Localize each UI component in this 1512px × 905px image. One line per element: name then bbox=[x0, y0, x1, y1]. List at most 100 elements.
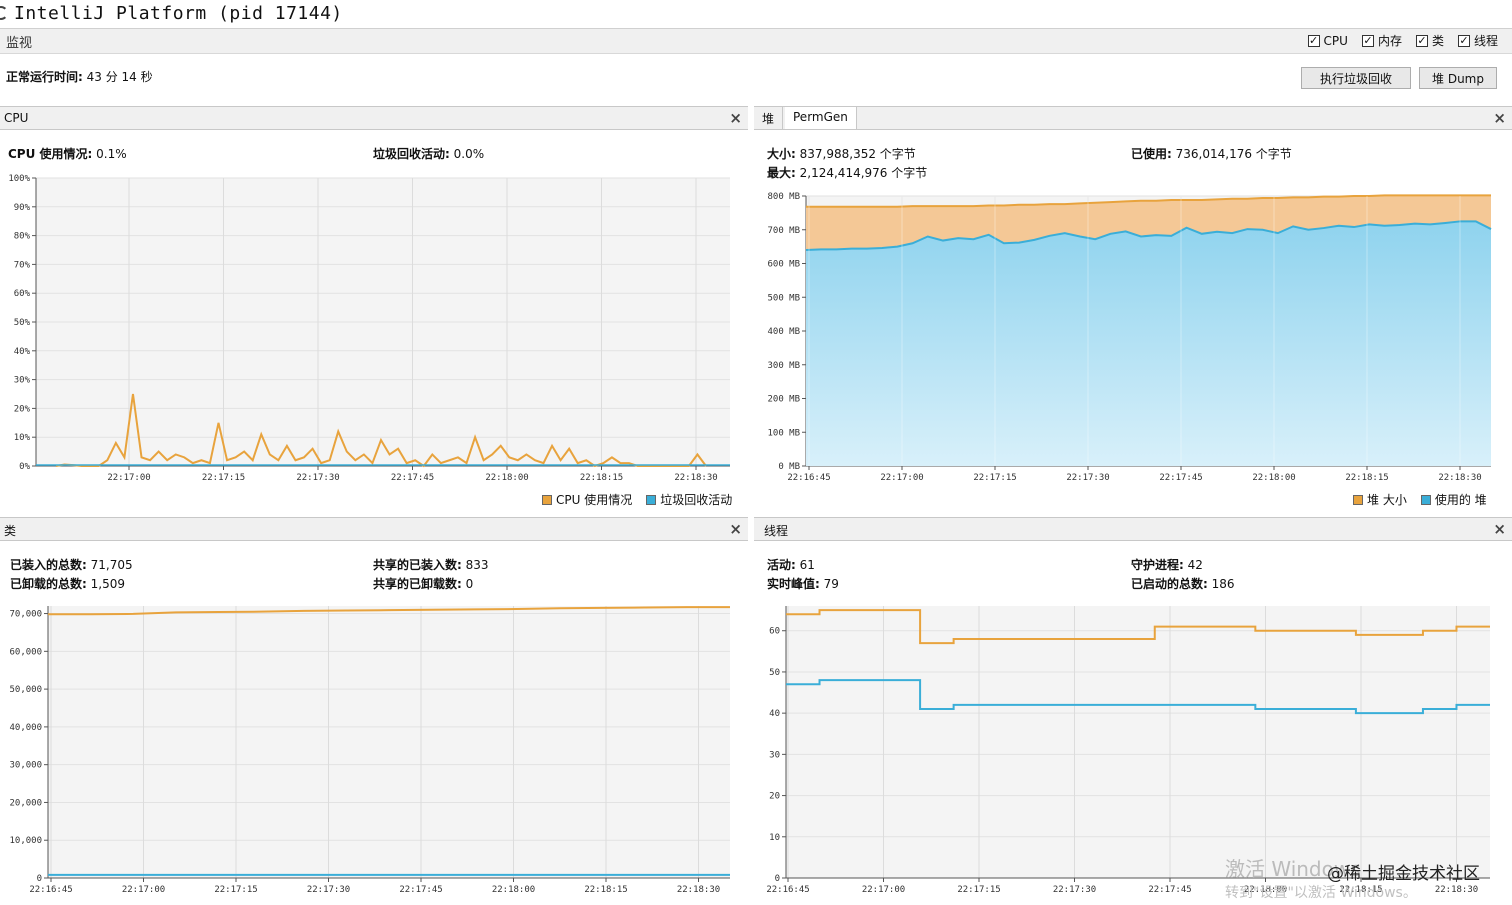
tab-permgen[interactable]: PermGen bbox=[785, 107, 857, 129]
y-tick-label: 60 bbox=[769, 627, 780, 637]
y-tick-label: 50,000 bbox=[9, 685, 42, 695]
x-tick-label: 22:17:00 bbox=[880, 473, 923, 483]
y-tick-label: 0% bbox=[19, 462, 30, 472]
started-threads-label: 已启动的总数: bbox=[1131, 577, 1208, 591]
close-icon[interactable]: × bbox=[1493, 109, 1506, 127]
heap-dump-button[interactable]: 堆 Dump bbox=[1419, 67, 1497, 89]
legend-label-used-heap: 使用的 堆 bbox=[1434, 493, 1487, 507]
legend-label-gc: 垃圾回收活动 bbox=[660, 493, 733, 507]
x-tick-label: 22:17:15 bbox=[973, 473, 1016, 483]
plot-area bbox=[786, 606, 1490, 878]
x-tick-label: 22:18:15 bbox=[584, 885, 627, 895]
y-tick-label: 700 MB bbox=[767, 226, 800, 236]
y-tick-label: 40,000 bbox=[9, 723, 42, 733]
cpu-panel-header: CPU × bbox=[0, 106, 748, 130]
peak-threads-value: 79 bbox=[823, 577, 839, 591]
x-tick-label: 22:17:45 bbox=[1148, 885, 1191, 895]
close-icon[interactable]: × bbox=[729, 520, 742, 538]
x-tick-label: 22:17:15 bbox=[202, 473, 245, 483]
perform-gc-button[interactable]: 执行垃圾回收 bbox=[1301, 67, 1411, 89]
x-tick-label: 22:18:30 bbox=[1435, 885, 1478, 895]
y-tick-label: 10% bbox=[14, 433, 31, 443]
series-line-peak-threads bbox=[786, 609, 1490, 645]
cpu-panel-title: CPU bbox=[4, 111, 29, 125]
checkbox-cpu[interactable]: ✓ CPU bbox=[1307, 32, 1348, 49]
heap-size-stat: 大小: 837,988,352 个字节 bbox=[767, 145, 916, 162]
shared-loaded-label: 共享的已装入数: bbox=[373, 558, 462, 572]
monitor-checkboxes: ✓ CPU ✓ 内存 ✓ 类 ✓ 线程 bbox=[1307, 32, 1498, 49]
shared-unloaded-label: 共享的已卸载数: bbox=[373, 577, 462, 591]
daemon-threads-label: 守护进程: bbox=[1131, 558, 1184, 572]
started-threads-value: 186 bbox=[1211, 577, 1235, 591]
y-tick-label: 600 MB bbox=[767, 260, 800, 270]
checkbox-check-icon: ✓ bbox=[1361, 33, 1374, 47]
peak-threads-stat: 实时峰值: 79 bbox=[767, 575, 839, 592]
uptime: 正常运行时间: 43 分 14 秒 bbox=[6, 68, 153, 85]
unloaded-classes-value: 1,509 bbox=[90, 577, 125, 591]
series-line-heap-size bbox=[806, 194, 1491, 208]
x-tick-label: 22:17:30 bbox=[296, 473, 339, 483]
classes-panel-title: 类 bbox=[4, 524, 17, 538]
tab-heap[interactable]: 堆 bbox=[754, 107, 784, 129]
live-threads-label: 活动: bbox=[767, 558, 796, 572]
shared-unloaded-value: 0 bbox=[465, 577, 474, 591]
window-title-bar: IntelliJ Platform (pid 17144) bbox=[0, 0, 1512, 26]
series-line-used-heap bbox=[805, 220, 1492, 251]
checkbox-memory[interactable]: ✓ 内存 bbox=[1361, 32, 1402, 49]
y-tick-label: 10 bbox=[769, 833, 780, 843]
gc-activity-label: 垃圾回收活动: bbox=[373, 147, 450, 161]
cpu-usage-stat: CPU 使用情况: 0.1% bbox=[8, 145, 127, 162]
close-icon[interactable]: × bbox=[1493, 520, 1506, 538]
legend-swatch-gc bbox=[646, 494, 657, 505]
heap-size-label: 大小: bbox=[767, 147, 796, 161]
cpu-legend: CPU 使用情况 垃圾回收活动 bbox=[542, 491, 732, 508]
y-tick-label: 60% bbox=[14, 289, 31, 299]
checkbox-classes[interactable]: ✓ 类 bbox=[1415, 32, 1444, 49]
daemon-threads-stat: 守护进程: 42 bbox=[1131, 556, 1203, 573]
y-tick-label: 30,000 bbox=[9, 761, 42, 771]
x-tick-label: 22:17:30 bbox=[1066, 473, 1109, 483]
heap-size-value: 837,988,352 个字节 bbox=[799, 147, 916, 161]
y-tick-label: 60,000 bbox=[9, 647, 42, 657]
activation-watermark: 激活 Windows bbox=[1225, 857, 1361, 881]
series-area-used-heap bbox=[806, 221, 1491, 466]
heap-max-value: 2,124,414,976 个字节 bbox=[799, 166, 928, 180]
heap-max-label: 最大: bbox=[767, 166, 796, 180]
x-tick-label: 22:17:45 bbox=[1159, 473, 1202, 483]
y-tick-label: 50 bbox=[769, 668, 780, 678]
window-title: IntelliJ Platform (pid 17144) bbox=[14, 2, 343, 24]
legend-label-heap-size: 堆 大小 bbox=[1367, 493, 1407, 507]
series-line-loaded-classes bbox=[48, 606, 731, 616]
unloaded-classes-label: 已卸载的总数: bbox=[10, 577, 87, 591]
unloaded-classes-stat: 已卸载的总数: 1,509 bbox=[10, 575, 125, 592]
checkbox-label: 线程 bbox=[1473, 34, 1498, 48]
activation-watermark-hint: 转到"设置"以激活 Windows。 bbox=[1225, 885, 1417, 901]
x-tick-label: 22:18:00 bbox=[1252, 473, 1295, 483]
cpu-usage-label: CPU 使用情况: bbox=[8, 147, 93, 161]
x-tick-label: 22:17:00 bbox=[122, 885, 165, 895]
x-tick-label: 22:17:45 bbox=[391, 473, 434, 483]
y-tick-label: 300 MB bbox=[767, 361, 800, 371]
monitor-label: 监视 bbox=[6, 36, 33, 51]
series-line-live-threads bbox=[786, 679, 1490, 715]
checkbox-threads[interactable]: ✓ 线程 bbox=[1457, 32, 1498, 49]
x-tick-label: 22:18:00 bbox=[1244, 885, 1287, 895]
x-tick-label: 22:18:00 bbox=[492, 885, 535, 895]
legend-label-cpu: CPU 使用情况 bbox=[556, 493, 633, 507]
gc-activity-stat: 垃圾回收活动: 0.0% bbox=[373, 145, 484, 162]
legend-swatch-used-heap bbox=[1420, 494, 1431, 505]
loaded-classes-value: 71,705 bbox=[90, 558, 133, 572]
close-icon[interactable]: × bbox=[729, 109, 742, 127]
x-tick-label: 22:18:30 bbox=[674, 473, 717, 483]
y-tick-label: 90% bbox=[14, 203, 31, 213]
monitor-toolbar: 监视 ✓ CPU ✓ 内存 ✓ 类 ✓ 线程 bbox=[0, 28, 1512, 54]
y-tick-label: 20,000 bbox=[9, 798, 42, 808]
heap-panel-header: 堆 PermGen × bbox=[754, 106, 1512, 130]
daemon-threads-value: 42 bbox=[1187, 558, 1203, 572]
uptime-label: 正常运行时间: bbox=[6, 70, 83, 84]
y-tick-label: 30 bbox=[769, 750, 780, 760]
y-tick-label: 20% bbox=[14, 404, 31, 414]
checkbox-label: 类 bbox=[1431, 34, 1444, 48]
loaded-classes-label: 已装入的总数: bbox=[10, 558, 87, 572]
y-tick-label: 50% bbox=[14, 318, 31, 328]
